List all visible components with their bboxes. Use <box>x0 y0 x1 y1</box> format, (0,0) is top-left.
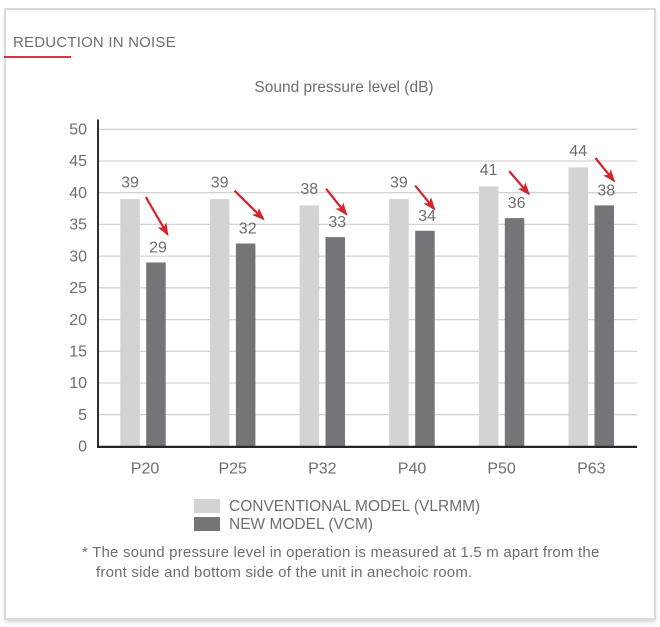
svg-text:38: 38 <box>597 182 615 199</box>
svg-text:44: 44 <box>569 143 587 160</box>
svg-text:35: 35 <box>69 217 87 234</box>
svg-text:38: 38 <box>300 181 318 198</box>
svg-text:P32: P32 <box>308 461 337 478</box>
svg-text:34: 34 <box>418 208 436 225</box>
svg-text:P50: P50 <box>487 461 516 478</box>
svg-text:P63: P63 <box>577 461 606 478</box>
svg-text:25: 25 <box>69 280 87 297</box>
svg-text:39: 39 <box>121 175 139 192</box>
svg-text:P20: P20 <box>131 461 160 478</box>
svg-text:40: 40 <box>69 185 87 202</box>
svg-text:29: 29 <box>149 240 167 257</box>
svg-text:41: 41 <box>480 162 498 179</box>
svg-text:P40: P40 <box>398 461 427 478</box>
svg-text:10: 10 <box>69 375 87 392</box>
svg-text:32: 32 <box>239 221 257 238</box>
svg-text:30: 30 <box>69 248 87 265</box>
svg-text:39: 39 <box>211 175 229 192</box>
svg-text:50: 50 <box>69 122 87 139</box>
svg-text:15: 15 <box>69 344 87 361</box>
svg-text:45: 45 <box>69 153 87 170</box>
svg-text:P25: P25 <box>218 461 247 478</box>
svg-text:20: 20 <box>69 312 87 329</box>
svg-text:36: 36 <box>508 195 526 212</box>
svg-text:33: 33 <box>328 214 346 231</box>
svg-text:0: 0 <box>78 439 87 456</box>
svg-text:5: 5 <box>78 407 87 424</box>
svg-text:39: 39 <box>390 175 408 192</box>
